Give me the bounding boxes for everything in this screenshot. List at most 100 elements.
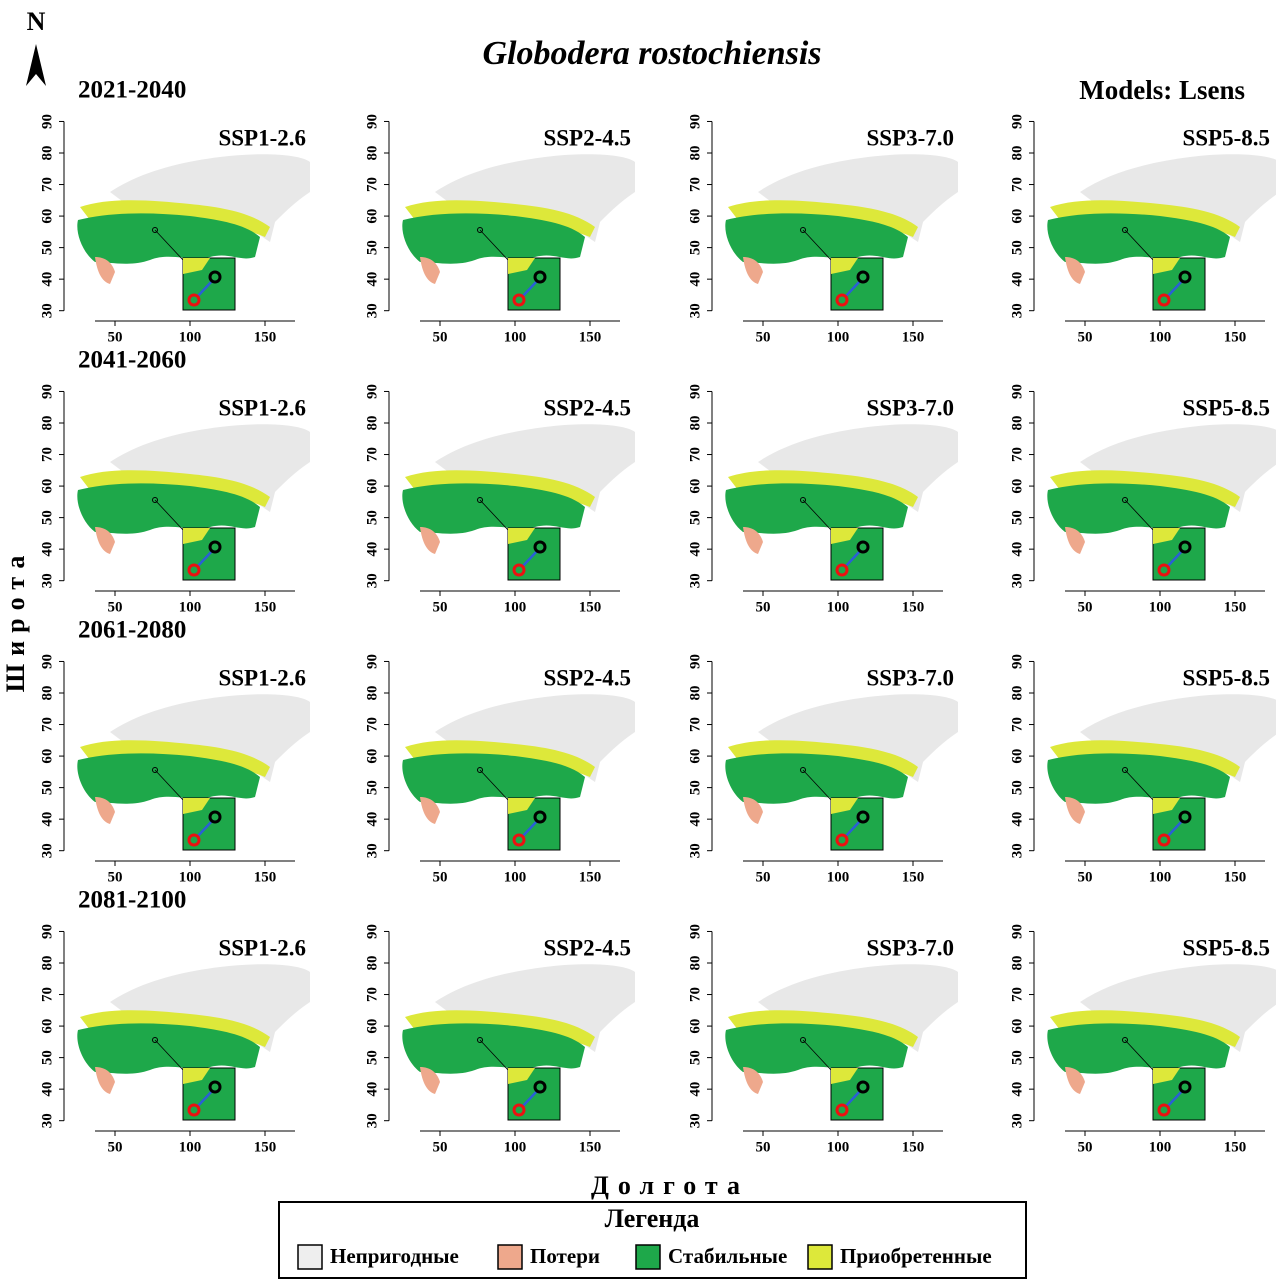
x-tick-label: 150 (579, 329, 602, 345)
y-tick-label: 30 (687, 573, 703, 588)
y-tick-label: 40 (1009, 272, 1025, 287)
x-tick-label: 100 (827, 869, 850, 885)
x-tick-label: 50 (756, 1139, 771, 1155)
y-tick-label: 70 (1009, 177, 1025, 192)
y-tick-label: 50 (687, 240, 703, 255)
x-tick-label: 50 (433, 1139, 448, 1155)
y-tick-label: 30 (364, 843, 380, 858)
map (723, 962, 960, 1122)
y-tick-label: 80 (1009, 416, 1025, 431)
y-tick-label: 90 (364, 384, 380, 399)
x-tick-label: 50 (1078, 329, 1093, 345)
scenario-label: SSP1-2.6 (218, 395, 306, 420)
y-tick-label: 90 (1009, 924, 1025, 939)
x-tick-label: 150 (579, 599, 602, 615)
y-tick-label: 30 (1009, 573, 1025, 588)
y-tick-label: 80 (687, 686, 703, 701)
y-tick-label: 40 (39, 1082, 55, 1097)
map-panel: 30 40 50 60 70 80 90 50 100 150 SSP5-8.5 (1009, 114, 1276, 345)
scenario-label: SSP1-2.6 (218, 665, 306, 690)
map (1045, 692, 1276, 852)
y-tick-label: 30 (364, 303, 380, 318)
y-tick-label: 70 (687, 717, 703, 732)
y-tick-label: 30 (687, 1113, 703, 1128)
x-tick-label: 50 (108, 1139, 123, 1155)
y-tick-label: 60 (1009, 479, 1025, 494)
scenario-label: SSP2-4.5 (543, 125, 631, 150)
legend-swatch (807, 1244, 833, 1270)
map (400, 962, 637, 1122)
x-tick-label: 100 (504, 329, 527, 345)
x-tick-label: 100 (827, 599, 850, 615)
y-tick-label: 90 (39, 924, 55, 939)
x-tick-label: 100 (504, 869, 527, 885)
x-tick-label: 150 (902, 869, 925, 885)
x-tick-label: 100 (179, 869, 202, 885)
legend-title: Легенда (605, 1204, 700, 1233)
x-tick-label: 150 (1224, 1139, 1247, 1155)
y-tick-label: 70 (364, 987, 380, 1002)
y-tick-label: 60 (1009, 209, 1025, 224)
y-tick-label: 70 (364, 177, 380, 192)
map-panel: 30 40 50 60 70 80 90 50 100 150 SSP2-4.5 (364, 114, 637, 345)
y-tick-label: 40 (687, 812, 703, 827)
y-tick-label: 90 (687, 114, 703, 129)
y-tick-label: 60 (39, 1019, 55, 1034)
legend-label: Стабильные (668, 1244, 787, 1268)
y-tick-label: 30 (1009, 303, 1025, 318)
period-label: 2081-2100 (78, 887, 186, 914)
y-tick-label: 40 (687, 542, 703, 557)
map (723, 692, 960, 852)
y-tick-label: 30 (39, 303, 55, 318)
map-panel: 30 40 50 60 70 80 90 50 100 150 SSP5-8.5 (1009, 384, 1276, 615)
model-label: Models: Lsens (1079, 75, 1245, 105)
y-tick-label: 50 (39, 240, 55, 255)
x-tick-label: 150 (902, 599, 925, 615)
y-tick-label: 90 (39, 654, 55, 669)
x-tick-label: 50 (433, 599, 448, 615)
y-tick-label: 40 (687, 1082, 703, 1097)
y-tick-label: 90 (1009, 384, 1025, 399)
y-tick-label: 90 (1009, 114, 1025, 129)
y-tick-label: 50 (687, 1050, 703, 1065)
y-tick-label: 40 (1009, 1082, 1025, 1097)
y-tick-label: 80 (364, 146, 380, 161)
y-tick-label: 60 (1009, 1019, 1025, 1034)
title: Globodera rostochiensis (482, 35, 821, 72)
y-tick-label: 30 (39, 573, 55, 588)
x-tick-label: 100 (179, 599, 202, 615)
y-tick-label: 90 (364, 114, 380, 129)
x-tick-label: 150 (254, 599, 277, 615)
y-tick-label: 50 (364, 1050, 380, 1065)
x-tick-label: 50 (433, 329, 448, 345)
y-tick-label: 80 (39, 686, 55, 701)
map-panel: 30 40 50 60 70 80 90 50 100 150 SSP3-7.0 (687, 654, 960, 885)
x-tick-label: 100 (827, 1139, 850, 1155)
y-tick-label: 60 (364, 1019, 380, 1034)
scenario-label: SSP2-4.5 (543, 395, 631, 420)
y-tick-label: 80 (364, 956, 380, 971)
scenario-label: SSP2-4.5 (543, 935, 631, 960)
x-axis-label: Долгота (591, 1171, 749, 1200)
y-tick-label: 30 (39, 1113, 55, 1128)
y-tick-label: 50 (687, 510, 703, 525)
map (723, 422, 960, 582)
scenario-label: SSP5-8.5 (1182, 125, 1270, 150)
legend-swatch (497, 1244, 523, 1270)
x-tick-label: 150 (902, 329, 925, 345)
map-panel: 30 40 50 60 70 80 90 50 100 150 SSP2-4.5 (364, 924, 637, 1155)
y-axis-label: Широта (1, 548, 30, 693)
y-tick-label: 50 (687, 780, 703, 795)
y-tick-label: 40 (1009, 542, 1025, 557)
north-arrow (26, 44, 46, 86)
x-tick-label: 100 (179, 1139, 202, 1155)
legend-label: Потери (530, 1244, 600, 1268)
y-tick-label: 80 (687, 416, 703, 431)
y-tick-label: 30 (1009, 843, 1025, 858)
y-tick-label: 50 (1009, 1050, 1025, 1065)
period-label: 2061-2080 (78, 617, 186, 644)
north-label: N (27, 7, 46, 36)
y-tick-label: 70 (687, 177, 703, 192)
